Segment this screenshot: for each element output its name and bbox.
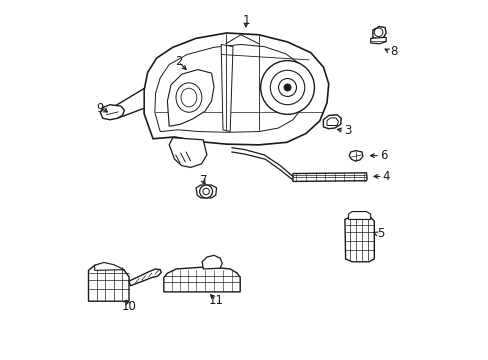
Text: 6: 6: [379, 149, 387, 162]
Polygon shape: [372, 27, 386, 40]
Polygon shape: [88, 263, 129, 301]
Polygon shape: [370, 37, 386, 44]
Polygon shape: [167, 69, 214, 126]
Circle shape: [284, 84, 290, 91]
Polygon shape: [100, 105, 124, 120]
Polygon shape: [169, 138, 206, 167]
Polygon shape: [348, 212, 370, 220]
Polygon shape: [326, 118, 338, 126]
Polygon shape: [129, 269, 161, 286]
Text: 5: 5: [376, 227, 384, 240]
Polygon shape: [94, 262, 124, 270]
Polygon shape: [344, 216, 373, 262]
Circle shape: [373, 28, 382, 37]
Text: 3: 3: [344, 124, 351, 137]
Polygon shape: [292, 173, 366, 181]
Polygon shape: [196, 185, 216, 198]
Polygon shape: [107, 89, 144, 118]
Circle shape: [270, 70, 304, 105]
Text: 1: 1: [242, 14, 249, 27]
Text: 11: 11: [208, 294, 223, 307]
Circle shape: [260, 60, 314, 114]
Text: 2: 2: [174, 55, 182, 68]
Text: 9: 9: [97, 102, 104, 115]
Circle shape: [203, 188, 209, 195]
Text: 7: 7: [199, 174, 206, 187]
Polygon shape: [163, 267, 240, 292]
Text: 8: 8: [389, 45, 397, 58]
Circle shape: [278, 78, 296, 96]
Text: 4: 4: [382, 170, 389, 183]
Polygon shape: [323, 115, 341, 129]
Polygon shape: [348, 150, 362, 161]
Polygon shape: [221, 44, 233, 132]
Polygon shape: [202, 255, 222, 269]
Circle shape: [199, 185, 212, 198]
Ellipse shape: [176, 83, 202, 112]
Polygon shape: [144, 33, 328, 145]
Text: 10: 10: [122, 300, 136, 313]
Ellipse shape: [181, 88, 196, 107]
